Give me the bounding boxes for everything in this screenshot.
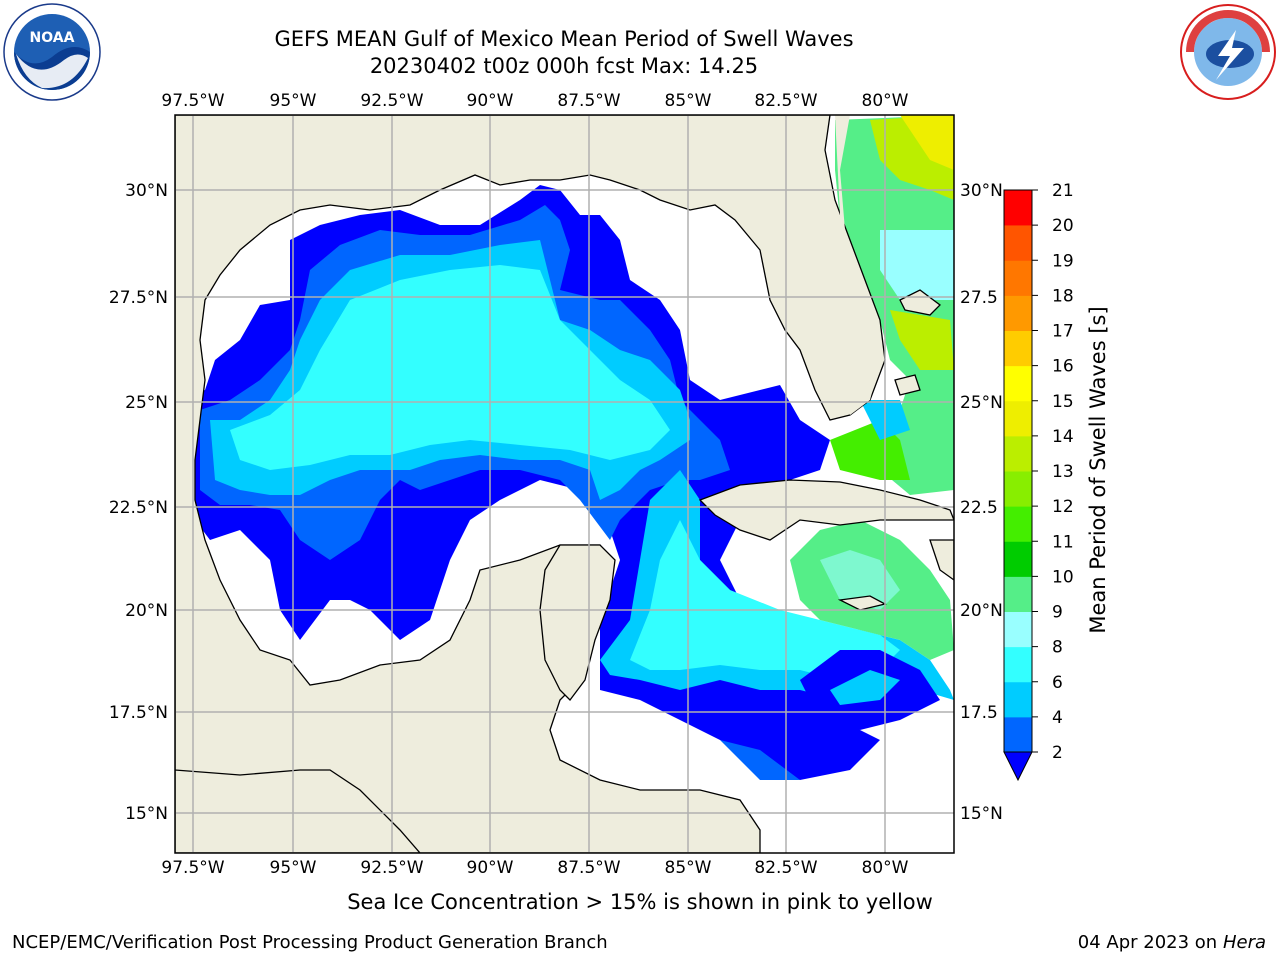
lon-label-bottom: 97.5°W <box>161 858 224 878</box>
colorbar-label: Mean Period of Swell Waves [s] <box>1086 306 1110 634</box>
colorbar-tick-label: 11 <box>1052 532 1074 552</box>
colorbar-segment <box>1004 646 1032 683</box>
lon-label-top: 90°W <box>467 91 514 111</box>
lat-label-left: 30°N <box>125 181 168 201</box>
colorbar-tick-label: 12 <box>1052 497 1074 517</box>
colorbar-tick-label: 6 <box>1052 673 1063 693</box>
colorbar-tick-label: 4 <box>1052 708 1063 728</box>
colorbar-segment <box>1004 400 1032 437</box>
lon-label-bottom: 82.5°W <box>754 858 817 878</box>
colorbar: 2 4 6 8 9 10 11 12 13 14 15 16 17 18 19 20 21 <box>1003 181 1074 782</box>
colorbar-segment <box>1004 330 1032 367</box>
footer-date: 04 Apr 2023 on Hera <box>1078 932 1266 953</box>
lat-label-right: 25°N <box>960 393 1003 413</box>
colorbar-segment <box>1004 295 1032 331</box>
colorbar-tick-label: 15 <box>1052 392 1074 412</box>
lon-label-top: 80°W <box>862 91 909 111</box>
land <box>175 115 954 853</box>
colorbar-tick-label: 14 <box>1052 427 1074 447</box>
colorbar-tick-label: 21 <box>1052 181 1074 201</box>
footer-date-text: 04 Apr 2023 on <box>1077 932 1223 953</box>
lat-label-right: 20°N <box>960 601 1003 621</box>
colorbar-tick-label: 17 <box>1052 322 1074 342</box>
lon-label-bottom: 92.5°W <box>360 858 423 878</box>
lon-label-top: 95°W <box>270 91 317 111</box>
lon-label-top: 82.5°W <box>754 91 817 111</box>
colorbar-segment <box>1004 190 1032 226</box>
colorbar-segment <box>1004 716 1032 753</box>
lon-label-bottom: 95°W <box>270 858 317 878</box>
colorbar-segment <box>1004 365 1032 402</box>
lon-label-bottom: 90°W <box>467 858 514 878</box>
map-frame <box>174 114 955 854</box>
colorbar-tick-label: 9 <box>1052 603 1063 623</box>
lon-label-top: 85°W <box>665 91 712 111</box>
lon-label-top: 92.5°W <box>360 91 423 111</box>
colorbar-segment <box>1004 541 1032 577</box>
colorbar-tick-label: 19 <box>1052 251 1074 271</box>
colorbar-segment <box>1004 681 1032 718</box>
colorbar-segment <box>1004 506 1032 542</box>
colorbar-extend-arrow <box>1003 751 1033 782</box>
sea-ice-caption: Sea Ice Concentration > 15% is shown in … <box>347 890 933 914</box>
lon-label-top: 97.5°W <box>161 91 224 111</box>
lat-label-left: 17.5°N <box>109 703 168 723</box>
lat-label-left: 25°N <box>125 393 168 413</box>
lat-label-left: 20°N <box>125 601 168 621</box>
lat-label-right: 17.5 <box>960 703 998 723</box>
grid-lines <box>175 115 954 853</box>
lat-label-right: 27.5 <box>960 288 998 308</box>
nws-logo <box>1180 4 1276 100</box>
lon-label-bottom: 87.5°W <box>557 858 620 878</box>
colorbar-segment <box>1004 260 1032 296</box>
colorbar-tick-label: 20 <box>1052 216 1074 236</box>
lat-label-left: 27.5°N <box>109 288 168 308</box>
lat-label-right: 30°N <box>960 181 1003 201</box>
lon-label-bottom: 85°W <box>665 858 712 878</box>
lon-label-bottom: 80°W <box>862 858 909 878</box>
lat-label-right: 15°N <box>960 804 1003 824</box>
svg-text:NOAA: NOAA <box>30 30 75 46</box>
lat-label-left: 15°N <box>125 804 168 824</box>
footer-credit: NCEP/EMC/Verification Post Processing Pr… <box>12 932 608 953</box>
colorbar-segment <box>1004 611 1032 648</box>
colorbar-tick-label: 18 <box>1052 286 1074 306</box>
map-subtitle: 20230402 t00z 000h fcst Max: 14.25 <box>369 54 759 78</box>
colorbar-segment <box>1004 435 1032 472</box>
colorbar-tick-label: 16 <box>1052 357 1074 377</box>
lat-label-right: 22.5 <box>960 498 998 518</box>
colorbar-tick-label: 13 <box>1052 462 1074 482</box>
colorbar-segment <box>1004 471 1032 507</box>
colorbar-segment <box>1004 225 1032 261</box>
map-title: GEFS MEAN Gulf of Mexico Mean Period of … <box>274 27 854 51</box>
lon-label-top: 87.5°W <box>557 91 620 111</box>
colorbar-tick-label: 2 <box>1052 743 1063 763</box>
colorbar-segment <box>1004 576 1032 612</box>
noaa-logo: NOAA <box>3 3 101 101</box>
lat-label-left: 22.5°N <box>109 498 168 518</box>
footer-host: Hera <box>1222 932 1266 953</box>
colorbar-tick-label: 10 <box>1052 567 1074 587</box>
colorbar-tick-label: 8 <box>1052 638 1063 658</box>
